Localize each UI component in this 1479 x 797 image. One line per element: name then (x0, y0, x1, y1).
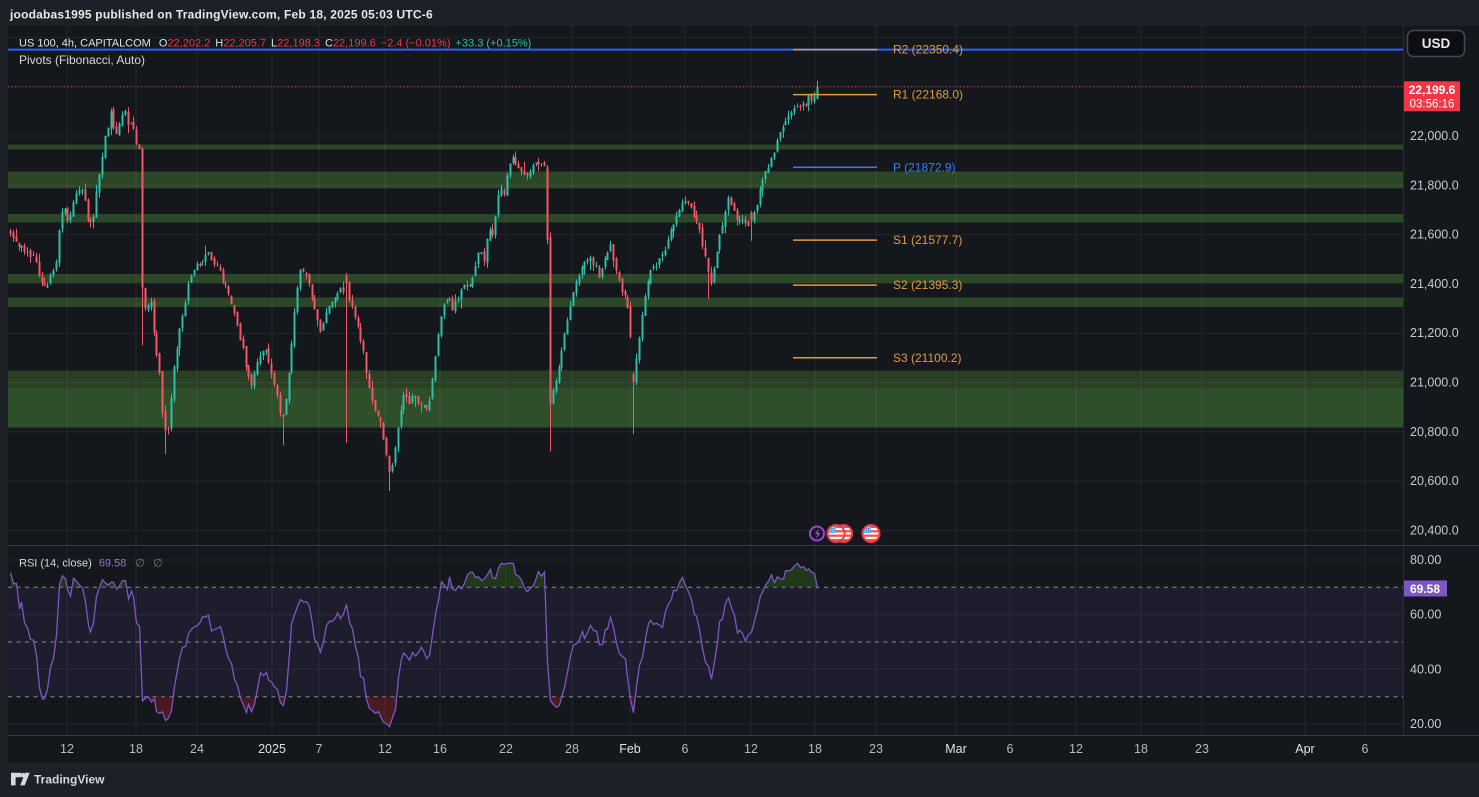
svg-text:6: 6 (1362, 742, 1369, 756)
svg-text:22: 22 (499, 742, 513, 756)
svg-text:22,000.0: 22,000.0 (1410, 129, 1459, 143)
svg-text:20,600.0: 20,600.0 (1410, 474, 1459, 488)
svg-text:12: 12 (378, 742, 392, 756)
svg-text:16: 16 (433, 742, 447, 756)
svg-text:21,600.0: 21,600.0 (1410, 228, 1459, 242)
svg-text:23: 23 (869, 742, 883, 756)
svg-text:21,200.0: 21,200.0 (1410, 326, 1459, 340)
svg-text:2025: 2025 (258, 742, 286, 756)
svg-text:23: 23 (1195, 742, 1209, 756)
svg-text:Mar: Mar (945, 742, 967, 756)
svg-text:21,400.0: 21,400.0 (1410, 277, 1459, 291)
svg-text:R2 (22350.4): R2 (22350.4) (893, 43, 963, 57)
svg-text:Pivots (Fibonacci, Auto): Pivots (Fibonacci, Auto) (19, 53, 145, 67)
svg-text:R1 (22168.0): R1 (22168.0) (893, 88, 963, 102)
svg-text:21,800.0: 21,800.0 (1410, 178, 1459, 192)
svg-text:USD: USD (1422, 36, 1451, 51)
svg-text:20.00: 20.00 (1410, 717, 1441, 731)
svg-text:12: 12 (60, 742, 74, 756)
svg-text:40.00: 40.00 (1410, 662, 1441, 676)
svg-text:P (21872.9): P (21872.9) (893, 160, 956, 174)
svg-text:7: 7 (316, 742, 323, 756)
svg-text:20,400.0: 20,400.0 (1410, 523, 1459, 537)
svg-text:18: 18 (808, 742, 822, 756)
svg-text:Apr: Apr (1295, 742, 1314, 756)
svg-text:18: 18 (1134, 742, 1148, 756)
svg-text:20,800.0: 20,800.0 (1410, 425, 1459, 439)
svg-text:69.58: 69.58 (1410, 582, 1440, 596)
svg-text:24: 24 (190, 742, 204, 756)
svg-text:joodabas1995 published on Trad: joodabas1995 published on TradingView.co… (9, 8, 433, 22)
svg-text:12: 12 (744, 742, 758, 756)
svg-text:TradingView: TradingView (34, 773, 105, 787)
svg-text:6: 6 (1007, 742, 1014, 756)
svg-text:Feb: Feb (619, 742, 641, 756)
svg-text:6: 6 (682, 742, 689, 756)
svg-text:28: 28 (565, 742, 579, 756)
svg-text:22,199.6: 22,199.6 (1409, 83, 1456, 97)
svg-text:RSI (14, close) 69.58 ∅ ∅: RSI (14, close) 69.58 ∅ ∅ (19, 558, 163, 570)
svg-text:12: 12 (1069, 742, 1083, 756)
svg-text:21,000.0: 21,000.0 (1410, 376, 1459, 390)
svg-text:S2 (21395.3): S2 (21395.3) (893, 278, 962, 292)
svg-text:18: 18 (129, 742, 143, 756)
svg-text:80.00: 80.00 (1410, 553, 1441, 567)
svg-text:S3 (21100.2): S3 (21100.2) (893, 351, 962, 365)
svg-text:60.00: 60.00 (1410, 608, 1441, 622)
svg-text:03:56:16: 03:56:16 (1410, 98, 1455, 110)
svg-text:S1 (21577.7): S1 (21577.7) (893, 233, 962, 247)
